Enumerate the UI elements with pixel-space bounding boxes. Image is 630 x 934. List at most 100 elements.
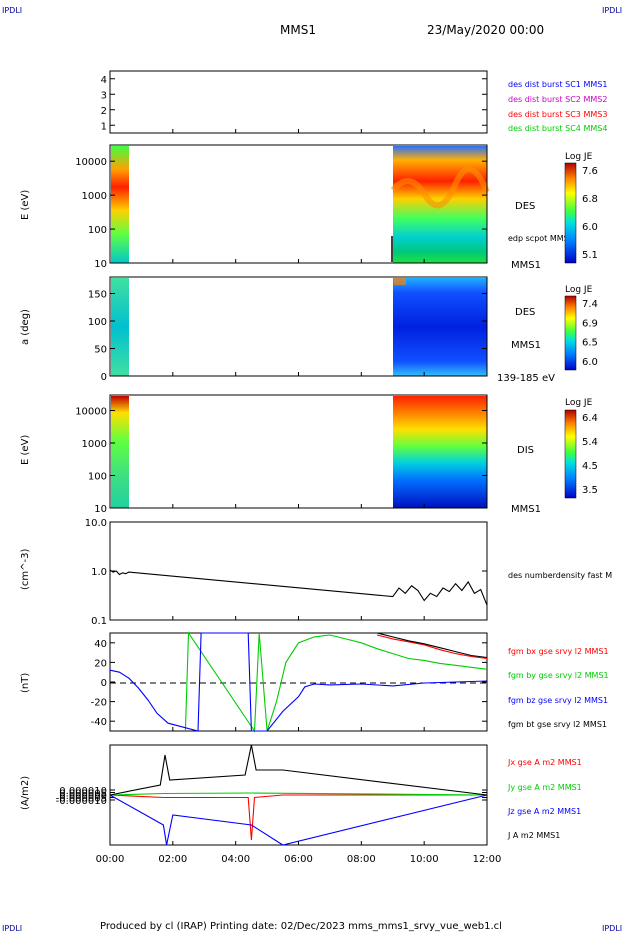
- j-ylabel: (A/m2): [20, 776, 31, 810]
- des-pitch-label: DES: [515, 307, 535, 318]
- legend-burst-sc4: des dist burst SC4 MMS4: [508, 124, 607, 133]
- des-energy-ylabel: E (eV): [20, 190, 31, 220]
- series-line: [109, 794, 487, 841]
- dis-energy-label: DIS: [517, 445, 534, 456]
- colorbar-2-title: Log JE: [565, 285, 593, 295]
- ytick-label: 100: [88, 317, 107, 328]
- ytick-label: 0.000010: [59, 786, 107, 797]
- spacecraft-title: MMS1: [280, 23, 316, 37]
- legend-jz: Jz gse A m2 MMS1: [507, 807, 581, 816]
- ytick-label: -0.000005: [56, 794, 107, 805]
- corner-label-tl: IPDLI: [2, 6, 22, 15]
- footer-text: Produced by cl (IRAP) Printing date: 02/…: [100, 921, 502, 932]
- panel-des-pitch: 150 100 50 0 a (deg) DES MMS1 139-185 eV Lo…: [20, 276, 598, 384]
- dis-energy-colorbar: Log JE 6.4 5.4 4.5 3.5: [564, 398, 598, 499]
- colorbar-tick-label: 6.0: [582, 357, 598, 368]
- panel-current-density: 0.0000100.0000050.000000-0.000005-0.0000…: [20, 129, 582, 865]
- panel-dis-energy: 10000 1000 100 10 E (eV) DIS MMS1 Log JE 6.…: [20, 394, 598, 515]
- b-ylabel: (nT): [20, 673, 31, 693]
- legend-jy: Jy gse A m2 MMS1: [507, 783, 582, 792]
- legend-burst-sc3: des dist burst SC3 MMS3: [508, 110, 607, 119]
- legend-burst-sc2: des dist burst SC2 MMS2: [508, 95, 607, 104]
- des-energy-sublabel: MMS1: [511, 260, 541, 271]
- dis-energy-left-block: [111, 396, 129, 508]
- xtick-label: 10:00: [410, 854, 439, 865]
- ytick-label: 0.000005: [59, 789, 107, 800]
- colorbar-tick-label: 7.6: [582, 166, 598, 177]
- legend-jx: Jx gse A m2 MMS1: [507, 758, 582, 767]
- colorbar-tick-label: 3.5: [582, 485, 598, 496]
- legend-density: des numberdensity fast M: [508, 571, 612, 580]
- xtick-label: 04:00: [221, 854, 250, 865]
- ytick-label: 0.1: [91, 616, 107, 627]
- series-line: [109, 632, 488, 732]
- ytick-label: 2: [101, 106, 107, 117]
- ytick-label: 10.0: [85, 518, 107, 529]
- des-energy-label: DES: [515, 201, 535, 212]
- des-pitch-hot-top: [394, 278, 406, 285]
- des-pitch-sublabel: MMS1: [511, 340, 541, 351]
- legend-bz: fgm bz gse srvy l2 MMS1: [508, 696, 608, 705]
- colorbar-tick-label: 5.4: [582, 437, 598, 448]
- legend-bt: fgm bt gse srvy l2 MMS1: [508, 720, 607, 729]
- legend-by: fgm by gse srvy l2 MMS1: [508, 671, 609, 680]
- panel-density-frame: [109, 521, 488, 621]
- series-line: [109, 794, 488, 846]
- dis-energy-sublabel: MMS1: [511, 504, 541, 515]
- xtick-label: 08:00: [347, 854, 376, 865]
- des-pitch-left-block: [111, 278, 129, 376]
- panel-burst-frame: [109, 70, 488, 134]
- ytick-label: 50: [94, 345, 107, 356]
- panel-des-pitch-yticks: 150 100 50 0: [88, 290, 487, 383]
- xtick-label: 02:00: [158, 854, 187, 865]
- panel-density: 10.0 1.0 0.1 (cm^-3) des numberdensity fas…: [20, 518, 612, 627]
- panel-des-energy-yticks: 10000 1000 100 10: [75, 157, 487, 270]
- ytick-label: 150: [88, 290, 107, 301]
- colorbar-tick-label: 7.4: [582, 299, 598, 310]
- ytick-label: -40: [91, 717, 107, 728]
- colorbar-1-bar: [564, 162, 577, 264]
- ytick-label: 10000: [75, 157, 107, 168]
- ytick-label: 10000: [75, 407, 107, 418]
- colorbar-1-title: Log JE: [565, 152, 593, 162]
- xtick-label: 00:00: [96, 854, 125, 865]
- panel-des-energy: 10000 1000 100 10 E (eV) DES edp scpot MMS1…: [20, 144, 598, 271]
- dis-energy-ylabel: E (eV): [20, 435, 31, 465]
- corner-label-br: IPDLI: [602, 924, 622, 933]
- series-line: [109, 744, 488, 796]
- ytick-label: 0: [101, 372, 107, 383]
- des-energy-overlay: edp scpot MMS1: [508, 234, 574, 243]
- xtick-label: 06:00: [284, 854, 313, 865]
- colorbar-2-bar: [564, 295, 577, 371]
- colorbar-tick-label: 6.5: [582, 338, 598, 349]
- ytick-label: 0.000000: [59, 791, 107, 802]
- series-line: [376, 634, 488, 660]
- colorbar-tick-label: 5.1: [582, 250, 598, 261]
- panel-magnetic-field-frame: [109, 632, 488, 732]
- legend-burst-sc1: des dist burst SC1 MMS1: [508, 80, 607, 89]
- panel-density-yticks: 10.0 1.0 0.1: [85, 518, 487, 627]
- series-line: [184, 631, 488, 733]
- ytick-label: 3: [101, 90, 107, 101]
- corner-label-bl: IPDLI: [2, 924, 22, 933]
- colorbar-tick-label: 6.8: [582, 194, 598, 205]
- ytick-label: 4: [101, 75, 107, 86]
- ytick-label: 20: [94, 658, 107, 669]
- ytick-label: -0.000010: [56, 796, 107, 807]
- ytick-label: 100: [88, 225, 107, 236]
- des-energy-colorbar: Log JE 7.6 6.8 6.0 5.1: [564, 152, 598, 264]
- ytick-label: 40: [94, 639, 107, 650]
- des-pitch-energy-range: 139-185 eV: [497, 373, 555, 384]
- density-ylabel: (cm^-3): [20, 549, 31, 590]
- colorbar-tick-label: 6.9: [582, 318, 598, 329]
- series-line: [109, 792, 488, 796]
- panel-magnetic-field-yticks: 40 20 0 -20 -40: [91, 639, 487, 728]
- panel-burst-yticks: 4 3 2 1: [101, 75, 487, 132]
- xtick-label: 12:00: [473, 854, 502, 865]
- ytick-label: 100: [88, 472, 107, 483]
- x-axis-ticks: 00:00 02:00 04:00 06:00 08:00 10:00 12:00: [96, 129, 502, 865]
- des-energy-left-block: [111, 146, 129, 263]
- panel-burst: 4 3 2 1 des dist burst SC1 MMS1 des dist bu…: [101, 70, 607, 134]
- date-title: 23/May/2020 00:00: [427, 23, 544, 37]
